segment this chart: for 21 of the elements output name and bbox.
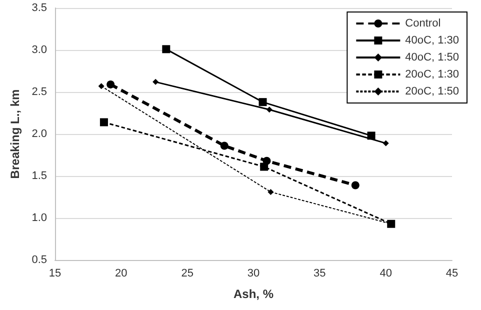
x-tick-label: 25 <box>181 268 194 280</box>
y-tick-label: 3.0 <box>32 44 47 56</box>
legend-label: 40oC, 1:50 <box>405 52 460 64</box>
x-tick-label: 15 <box>48 268 62 280</box>
legend-label: 40oC, 1:30 <box>405 34 460 46</box>
x-tick-label: 30 <box>247 268 260 280</box>
x-axis-title: Ash, % <box>233 287 274 301</box>
x-tick-label: 35 <box>314 268 326 280</box>
x-tick-label: 40 <box>380 268 392 280</box>
x-tick-label: 45 <box>446 268 458 280</box>
y-tick-label: 3.5 <box>32 2 47 14</box>
legend-label: 20oC, 1:50 <box>405 86 460 98</box>
legend-label: 20oC, 1:30 <box>405 68 460 80</box>
legend-label: Control <box>405 18 441 30</box>
x-tick-label: 20 <box>115 268 128 280</box>
y-tick-label: 0.5 <box>32 254 47 266</box>
y-tick-label: 1.0 <box>32 212 47 224</box>
y-tick-label: 2.5 <box>32 86 47 98</box>
y-tick-label: 2.0 <box>32 128 47 140</box>
y-tick-label: 1.5 <box>32 170 47 182</box>
y-axis-title: Breaking L., km <box>8 89 22 179</box>
